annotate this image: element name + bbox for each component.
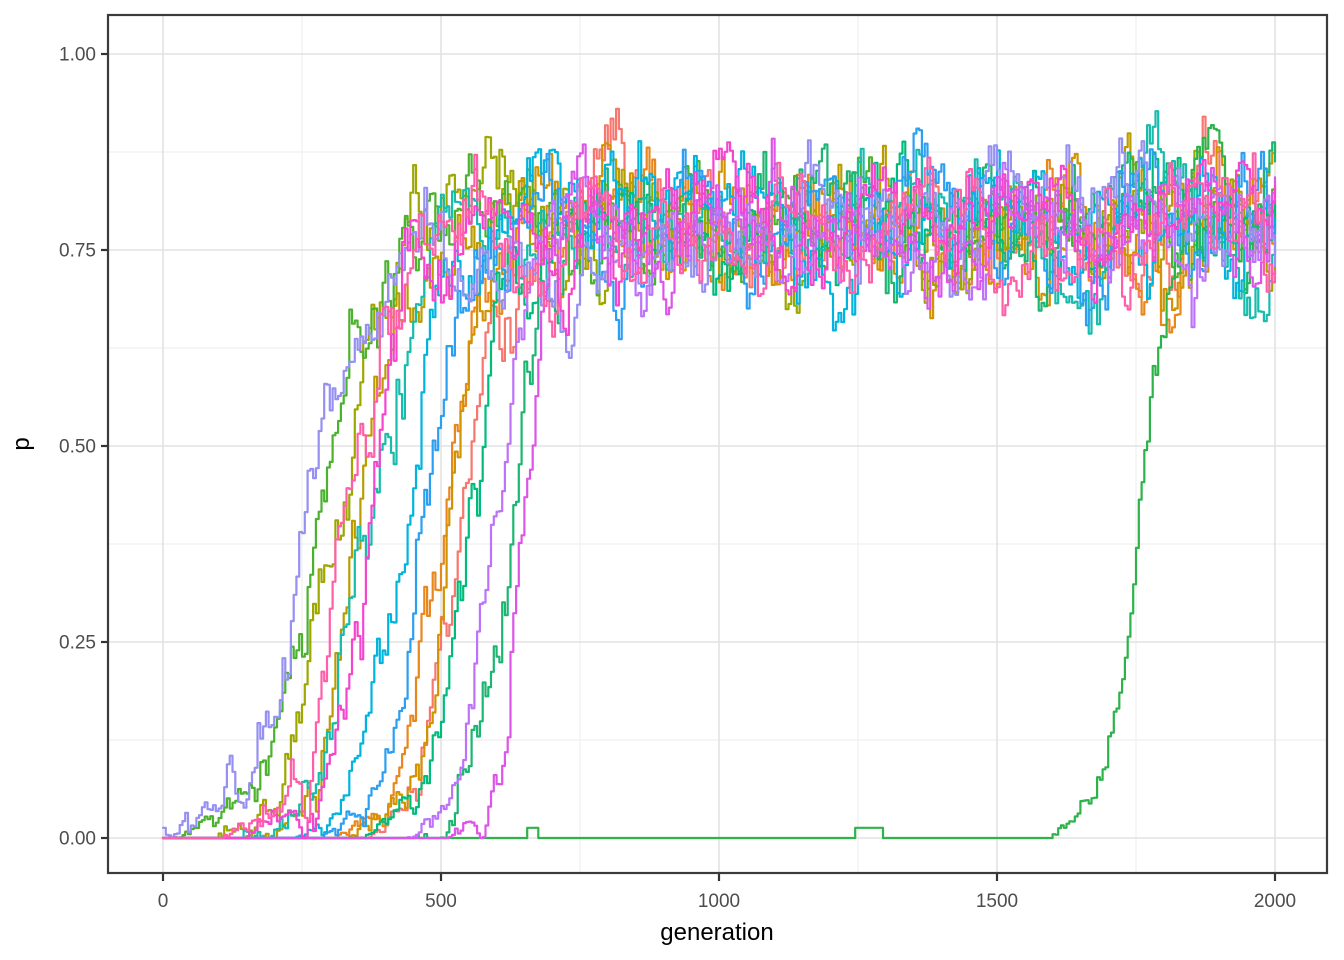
series-line-run-cyan	[161, 140, 1277, 840]
x-tick-label: 1000	[698, 891, 740, 912]
y-tick-label: 0.00	[59, 829, 96, 850]
series-layer	[161, 107, 1277, 840]
y-tick-label: 0.25	[59, 633, 96, 654]
y-tick-label: 0.75	[59, 241, 96, 262]
y-tick-label: 0.50	[59, 437, 96, 458]
series-line-run-purple	[161, 161, 1277, 840]
panel-border	[106, 13, 1329, 875]
y-tick-label: 1.00	[59, 45, 96, 66]
x-tick-label: 0	[158, 891, 169, 912]
series-line-run-magenta	[161, 141, 1277, 840]
x-tick-label: 500	[425, 891, 457, 912]
x-tick-label: 2000	[1254, 891, 1296, 912]
y-axis-title: p	[8, 437, 35, 450]
axis-tick-labels: 0 500 1000 1500 2000 0.00 0.25 0.50 0.75 1.00	[59, 45, 1296, 913]
axis-tick-marks	[101, 52, 1277, 881]
series-line-run-hot-pink	[161, 152, 1277, 840]
x-tick-label: 1500	[976, 891, 1018, 912]
x-axis-title: generation	[660, 919, 773, 946]
